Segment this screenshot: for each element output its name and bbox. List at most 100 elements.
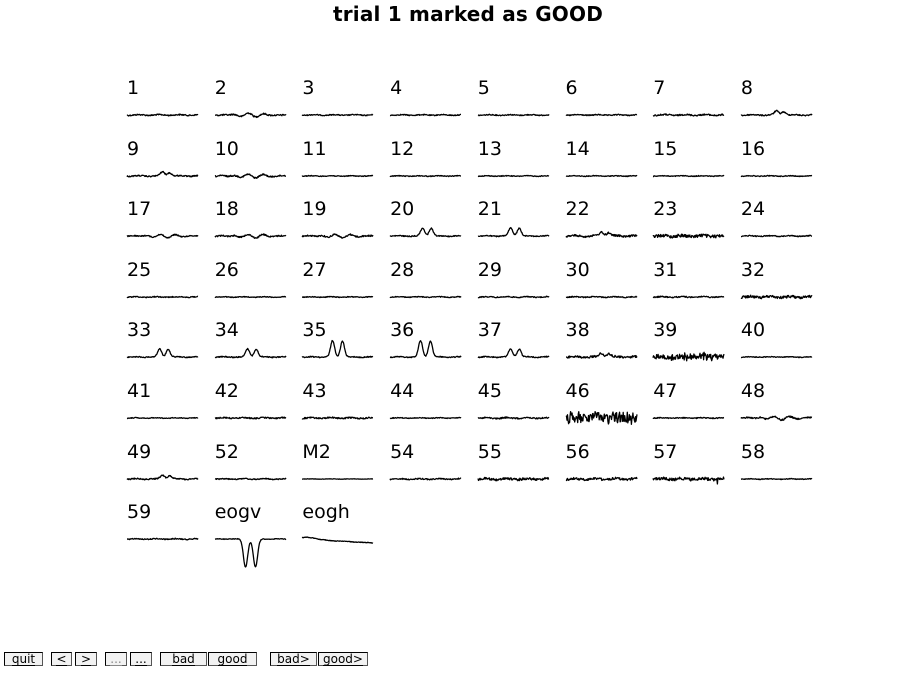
mark-bad-button[interactable]: bad	[160, 652, 207, 666]
channel-cell[interactable]: 15	[653, 139, 733, 199]
channel-cell[interactable]: 18	[214, 199, 295, 259]
channel-cell[interactable]: 47	[652, 381, 733, 441]
channel-cell[interactable]: 54	[389, 442, 470, 502]
channel-cell[interactable]: 2	[214, 78, 295, 138]
channel-cell[interactable]: 55	[477, 442, 558, 502]
channel-cell[interactable]: 6	[565, 78, 646, 138]
channel-trace-plot	[652, 295, 725, 299]
channel-cell[interactable]: M2	[302, 442, 382, 502]
channel-label: 48	[740, 380, 766, 402]
channel-cell[interactable]: 43	[302, 381, 382, 441]
channel-cell[interactable]: 10	[214, 139, 295, 199]
channel-cell[interactable]: 16	[740, 139, 821, 199]
channel-cell[interactable]: 8	[740, 78, 821, 138]
channel-trace	[301, 174, 374, 177]
channel-trace-plot	[652, 416, 725, 420]
channel-label: 31	[653, 258, 678, 281]
channel-cell[interactable]: 24	[740, 199, 821, 259]
channel-trace	[565, 410, 638, 425]
channel-trace-plot	[389, 113, 462, 117]
channel-cell[interactable]: 26	[214, 260, 295, 320]
channel-cell[interactable]: 52	[214, 442, 295, 502]
channel-cell[interactable]: 32	[740, 260, 821, 320]
channel-trace-plot	[302, 536, 374, 545]
channel-label: 34	[214, 319, 239, 342]
channel-cell[interactable]: 30	[565, 258, 646, 320]
channel-cell[interactable]: 12	[389, 139, 470, 199]
channel-cell[interactable]: 58	[740, 442, 821, 502]
channel-cell[interactable]: 35	[302, 320, 382, 380]
channel-cell[interactable]: 38	[565, 320, 646, 380]
channel-cell[interactable]: 36	[389, 320, 470, 380]
mark-good-next-button[interactable]: good>	[318, 652, 368, 666]
channel-cell[interactable]: 27	[302, 260, 382, 320]
channel-cell[interactable]: 22	[564, 199, 646, 259]
next-trial-button[interactable]: >	[75, 652, 97, 666]
channel-cell[interactable]: 56	[565, 442, 646, 502]
channel-cell[interactable]: eogh	[302, 502, 382, 562]
channel-trace	[477, 416, 550, 420]
channel-cell[interactable]: 3	[301, 78, 382, 138]
channel-trace-plot	[740, 109, 813, 117]
channel-label: 21	[477, 198, 502, 221]
channel-label: 30	[565, 258, 590, 281]
channel-cell[interactable]: 40	[740, 320, 821, 380]
channel-cell[interactable]: 20	[389, 199, 470, 259]
prev-trial-button[interactable]: <	[51, 652, 72, 666]
mark-bad-next-button[interactable]: bad>	[270, 652, 317, 666]
channel-cell[interactable]: 33	[126, 320, 207, 380]
channel-cell[interactable]: 31	[652, 258, 733, 320]
channel-trace-plot	[214, 538, 287, 568]
quit-button[interactable]: quit	[4, 652, 43, 666]
channel-trace-plot	[477, 416, 550, 420]
channel-cell[interactable]: 59	[126, 502, 207, 562]
channel-cell[interactable]: 34	[214, 319, 295, 380]
channel-cell[interactable]: 44	[389, 381, 470, 441]
mark-good-button[interactable]: good	[208, 652, 257, 666]
channel-cell[interactable]: 14	[565, 139, 646, 199]
channel-trace-plot	[477, 174, 550, 177]
channel-cell[interactable]: 23	[652, 199, 733, 259]
prev-bad-button[interactable]: ...	[105, 652, 127, 666]
channel-cell[interactable]: 21	[477, 198, 558, 259]
channel-label: 29	[477, 258, 502, 281]
channel-trace	[652, 295, 725, 299]
channel-trace	[564, 231, 638, 239]
channel-trace-plot	[302, 295, 374, 299]
page-title: trial 1 marked as GOOD	[332, 2, 604, 26]
channel-cell[interactable]: 13	[477, 139, 558, 199]
channel-cell[interactable]: 5	[477, 78, 558, 138]
channel-cell[interactable]: 17	[126, 199, 207, 259]
channel-cell[interactable]: eogv	[214, 502, 295, 568]
channel-trace	[126, 113, 199, 117]
channel-cell[interactable]: 29	[477, 258, 558, 320]
channel-cell[interactable]: 19	[301, 199, 382, 259]
channel-cell[interactable]: 9	[126, 139, 207, 199]
next-bad-button[interactable]: ...	[130, 652, 152, 666]
channel-cell[interactable]: 39	[652, 320, 733, 380]
channel-cell[interactable]: 4	[389, 78, 470, 138]
channel-cell[interactable]: 28	[389, 260, 470, 320]
channel-cell[interactable]: 25	[126, 260, 207, 320]
channel-trace	[565, 476, 638, 481]
channel-cell[interactable]: 11	[301, 139, 382, 199]
channel-trace-plot	[214, 233, 287, 240]
channel-cell[interactable]: 45	[477, 381, 558, 441]
channel-cell[interactable]: 46	[565, 381, 646, 441]
channel-trace	[126, 474, 199, 481]
channel-label: 15	[653, 137, 678, 160]
channel-trace	[389, 416, 462, 420]
channel-cell[interactable]: 37	[477, 320, 558, 380]
channel-cell[interactable]: 41	[126, 381, 207, 441]
channel-cell[interactable]: 48	[740, 380, 821, 441]
channel-cell[interactable]: 42	[214, 381, 295, 441]
channel-trace-plot	[652, 113, 725, 117]
channel-cell[interactable]: 57	[652, 442, 733, 502]
channel-trace-plot	[389, 174, 462, 177]
channel-cell[interactable]: 7	[652, 78, 733, 138]
channel-trace-plot	[653, 174, 725, 177]
channel-trace	[214, 348, 287, 359]
channel-trace	[477, 295, 550, 299]
channel-cell[interactable]: 1	[126, 78, 207, 138]
channel-cell[interactable]: 49	[126, 442, 207, 502]
